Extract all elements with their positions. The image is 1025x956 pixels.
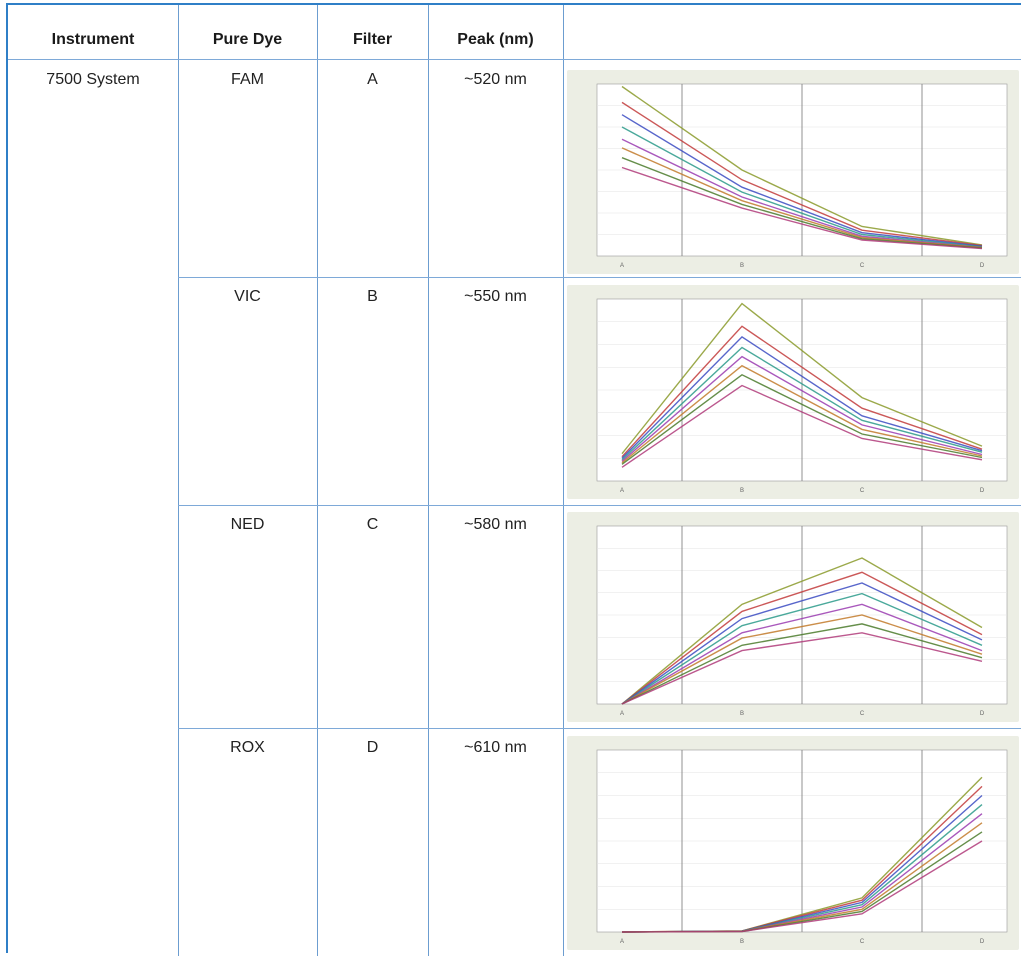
- row-divider: [178, 728, 1021, 729]
- series-line: [621, 114, 983, 247]
- series-line: [621, 603, 983, 705]
- raw-data-chart-ned: A B C D: [596, 525, 1008, 717]
- series-line: [621, 325, 983, 458]
- chart-panel-vic: A B C D: [567, 285, 1019, 499]
- table-frame: [6, 3, 1021, 953]
- series-line: [621, 101, 983, 247]
- series-line: [621, 346, 983, 461]
- header-peak: Peak (nm): [457, 31, 534, 48]
- raw-data-chart-vic: A B C D: [596, 298, 1008, 494]
- x-tick-label: A: [620, 488, 624, 494]
- x-tick-label: A: [620, 939, 624, 945]
- series-line: [621, 147, 983, 249]
- series-line: [621, 126, 983, 248]
- x-tick-label: A: [620, 263, 624, 269]
- column-divider: [178, 5, 179, 956]
- series-line: [621, 592, 983, 705]
- chart-panel-ned: A B C D: [567, 512, 1019, 722]
- x-tick-label: C: [860, 939, 865, 945]
- series-line: [621, 632, 983, 705]
- filter-cell: D: [366, 739, 379, 756]
- chart-panel-rox: A B C D: [567, 736, 1019, 950]
- header-pure-dye: Pure Dye: [212, 31, 283, 48]
- series-line: [621, 623, 983, 705]
- row-divider: [178, 505, 1021, 506]
- column-divider: [317, 5, 318, 956]
- series-line: [621, 336, 983, 459]
- series-line: [621, 582, 983, 705]
- raw-data-chart-fam: A B C D: [596, 83, 1008, 269]
- filter-cell: B: [367, 288, 378, 305]
- x-tick-label: B: [740, 488, 744, 494]
- series-line: [621, 364, 983, 464]
- x-tick-label: B: [740, 711, 744, 717]
- series-line: [621, 166, 983, 250]
- header-instrument: Instrument: [51, 31, 135, 48]
- column-divider: [428, 5, 429, 956]
- series-line: [621, 571, 983, 705]
- x-tick-label: A: [620, 711, 624, 717]
- series-line: [621, 840, 983, 933]
- x-tick-label: D: [980, 488, 985, 494]
- peak-cell: ~520 nm: [464, 71, 527, 88]
- peak-cell: ~610 nm: [464, 739, 527, 756]
- raw-data-chart-rox: A B C D: [596, 749, 1008, 945]
- dye-cell: ROX: [230, 739, 265, 756]
- x-tick-label: C: [860, 263, 865, 269]
- series-line: [621, 373, 983, 465]
- x-tick-label: D: [980, 939, 985, 945]
- x-tick-label: D: [980, 263, 985, 269]
- series-line: [621, 85, 983, 246]
- x-tick-label: C: [860, 488, 865, 494]
- chart-panel-fam: A B C D: [567, 70, 1019, 274]
- dye-cell: NED: [230, 516, 265, 533]
- series-line: [621, 138, 983, 249]
- x-tick-label: B: [740, 263, 744, 269]
- dye-cell: VIC: [234, 288, 261, 305]
- filter-cell: A: [367, 71, 378, 88]
- series-line: [621, 384, 983, 468]
- x-tick-label: D: [980, 711, 985, 717]
- column-divider: [563, 5, 564, 956]
- instrument-cell: 7500 System: [46, 71, 140, 88]
- peak-cell: ~580 nm: [464, 516, 527, 533]
- row-divider: [178, 277, 1021, 278]
- header-divider: [8, 59, 1021, 60]
- series-line: [621, 302, 983, 455]
- series-line: [621, 557, 983, 705]
- series-line: [621, 355, 983, 462]
- series-line: [621, 614, 983, 705]
- peak-cell: ~550 nm: [464, 288, 527, 305]
- header-filter: Filter: [352, 31, 393, 48]
- filter-cell: C: [366, 516, 379, 533]
- dye-cell: FAM: [231, 71, 264, 88]
- series-line: [621, 157, 983, 249]
- x-tick-label: B: [740, 939, 744, 945]
- x-tick-label: C: [860, 711, 865, 717]
